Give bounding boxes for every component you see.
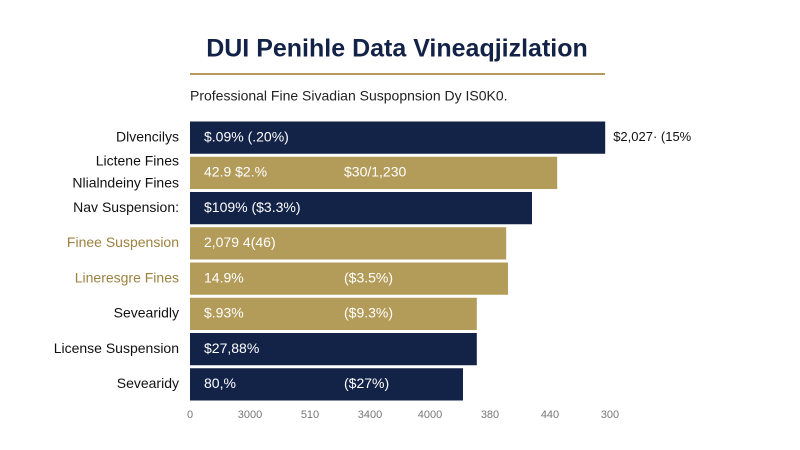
y-tick-label: Lictene Fines (96, 153, 179, 169)
x-tick-label: 300 (601, 409, 619, 421)
bar-label: $.93% (204, 305, 244, 321)
x-tick-label: 3400 (358, 409, 382, 421)
bar-label: $.09% (.20%) (204, 128, 289, 144)
x-tick-label: 510 (301, 409, 319, 421)
y-tick-label: Lineresgre Fines (75, 269, 179, 285)
bar-outside-label: $2,027· (15% (613, 129, 691, 144)
bar (190, 333, 477, 366)
bar-label: ($9.3%) (344, 305, 393, 321)
y-tick-label: License Suspension (54, 340, 179, 356)
x-tick-label: 4000 (418, 409, 442, 421)
chart-title: DUI Penihle Data Vineaqjizlation (206, 35, 588, 63)
bar (190, 297, 477, 330)
y-tick-label: Nav Suspension: (73, 199, 179, 215)
bar-label: 42.9 $2.% (204, 164, 267, 180)
bar-label: 80,% (204, 375, 236, 391)
bar-label: $109% ($3.3%) (204, 199, 301, 215)
y-tick-label: Sevearidly (114, 305, 179, 321)
y-tick-label: Nlialndeiny Fines (72, 175, 179, 191)
y-tick-label: Sevearidy (117, 375, 179, 391)
chart-subtitle: Professional Fine Sivadian Suspopnsion D… (190, 88, 508, 104)
y-tick-label: Dlvencilys (116, 128, 179, 144)
bar (190, 192, 532, 225)
bar-label: 14.9% (204, 269, 244, 285)
x-tick-label: 0 (187, 409, 193, 421)
x-tick-label: 440 (541, 409, 559, 421)
x-tick-label: 380 (481, 409, 499, 421)
bar-label: 2,079 4(46) (204, 234, 276, 250)
bar (190, 262, 508, 295)
bar-label: ($3.5%) (344, 269, 393, 285)
bar (190, 121, 606, 154)
bar-label: $30/1,230 (344, 164, 406, 180)
bar (190, 156, 558, 189)
bar (190, 368, 463, 401)
bar-label: $27,88% (204, 340, 259, 356)
x-tick-label: 3000 (238, 409, 262, 421)
bar-label: ($27%) (344, 375, 389, 391)
y-tick-label: Finee Suspension (67, 234, 179, 250)
bar (190, 227, 507, 260)
